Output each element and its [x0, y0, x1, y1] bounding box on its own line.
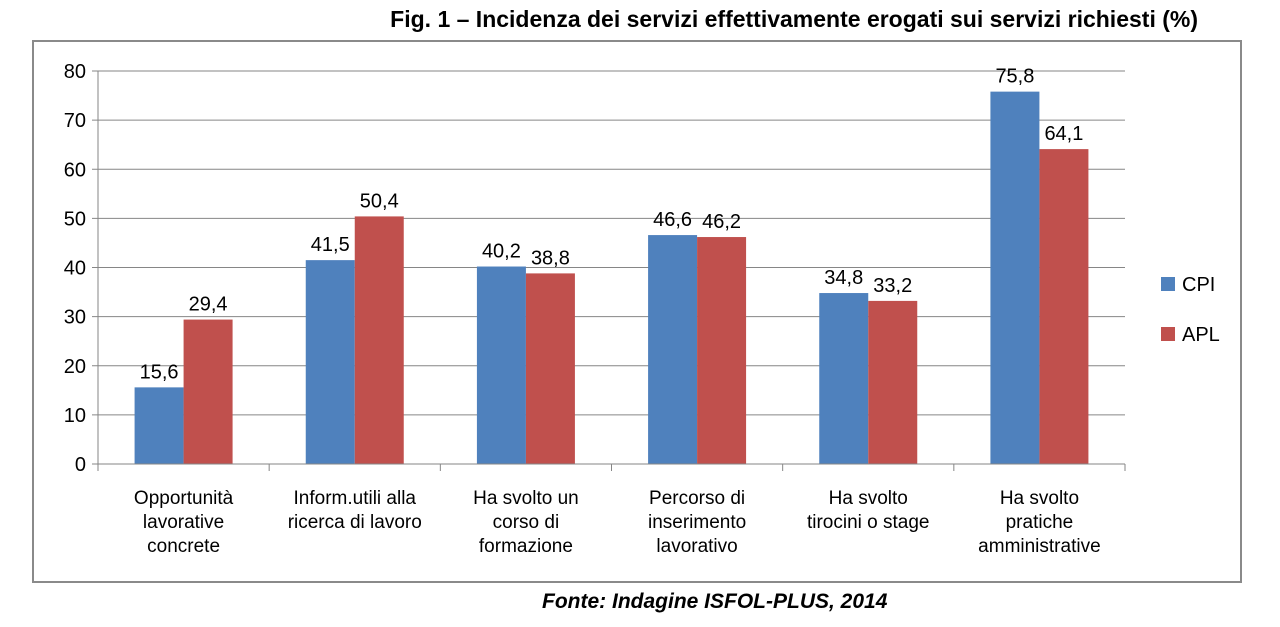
bar-apl — [1039, 149, 1089, 464]
bar-cpi — [648, 235, 698, 464]
x-category-label: Ha svolto un corso di formazione — [473, 488, 579, 557]
legend-swatch-apl — [1161, 327, 1175, 341]
data-label: 75,8 — [995, 66, 1034, 88]
bars — [134, 91, 1089, 464]
chart-source-note: Fonte: Indagine ISFOL-PLUS, 2014 — [542, 590, 888, 613]
data-label: 46,2 — [702, 211, 741, 233]
y-tick-label: 20 — [64, 356, 86, 378]
data-label: 33,2 — [873, 275, 912, 297]
bar-apl — [525, 273, 575, 464]
axes — [92, 70, 1126, 471]
bar-apl — [697, 237, 747, 464]
data-label: 40,2 — [482, 241, 521, 263]
x-category-label: Opportunità lavorative concrete — [134, 488, 234, 557]
x-category-label-line: amministrative — [978, 536, 1100, 557]
data-label: 41,5 — [311, 234, 350, 256]
x-category-label-line: formazione — [479, 536, 573, 557]
bar-chart: 0 10 20 30 40 50 60 70 80 Opportunità lavorative c… — [64, 61, 1220, 557]
x-category-label-line: Inform.utili alla — [294, 488, 417, 509]
chart-title: Fig. 1 – Incidenza dei servizi effettiva… — [390, 6, 1198, 32]
data-label: 38,8 — [531, 247, 570, 269]
y-tick-label: 0 — [75, 454, 86, 476]
data-label: 46,6 — [653, 209, 692, 231]
bar-cpi — [305, 260, 355, 464]
bar-cpi — [476, 266, 526, 464]
x-category-label-line: Ha svolto — [829, 488, 908, 509]
x-category-label-line: Opportunità — [134, 488, 234, 509]
y-tick-label: 30 — [64, 307, 86, 329]
x-category-label: Ha svolto tirocini o stage — [807, 488, 930, 533]
y-tick-label: 70 — [64, 110, 86, 132]
x-category-label-line: Ha svolto un — [473, 488, 579, 509]
x-category-label-line: tirocini o stage — [807, 512, 930, 533]
x-category-label-line: ricerca di lavoro — [288, 512, 422, 533]
y-tick-label: 50 — [64, 208, 86, 230]
y-tick-label: 80 — [64, 61, 86, 83]
y-tick-label: 40 — [64, 258, 86, 280]
x-category-label-line: Ha svolto — [1000, 488, 1079, 509]
x-category-label: Ha svolto pratiche amministrative — [978, 488, 1100, 557]
x-category-label: Percorso di inserimento lavorativo — [648, 488, 746, 557]
x-category-label-line: corso di — [493, 512, 560, 533]
legend-label: APL — [1182, 324, 1220, 346]
bar-apl — [354, 216, 404, 464]
y-axis-tick-labels: 0 10 20 30 40 50 60 70 80 — [64, 61, 86, 476]
x-category-label-line: inserimento — [648, 512, 746, 533]
x-category-label-line: Percorso di — [649, 488, 745, 509]
x-category-label: Inform.utili alla ricerca di lavoro — [288, 488, 422, 533]
data-labels: 15,6 29,4 41,5 50,4 40,2 38,8 46,6 46,2 34,8 33,2… — [140, 66, 1084, 384]
x-category-label-line: concrete — [147, 536, 220, 557]
bar-apl — [183, 319, 233, 464]
bar-apl — [868, 300, 918, 464]
data-label: 29,4 — [189, 294, 228, 316]
data-label: 64,1 — [1044, 123, 1083, 145]
legend-swatch-cpi — [1161, 277, 1175, 291]
data-label: 34,8 — [824, 267, 863, 289]
y-tick-label: 60 — [64, 159, 86, 181]
x-category-label-line: lavorativo — [656, 536, 737, 557]
chart-frame: 0 10 20 30 40 50 60 70 80 Opportunità lavorative c… — [32, 40, 1242, 583]
bar-cpi — [990, 91, 1040, 464]
y-tick-label: 10 — [64, 405, 86, 427]
x-axis-category-labels: Opportunità lavorative concrete Inform.util… — [134, 488, 1101, 557]
x-category-label-line: pratiche — [1006, 512, 1074, 533]
data-label: 15,6 — [140, 361, 179, 383]
legend-label: CPI — [1182, 274, 1215, 296]
data-label: 50,4 — [360, 190, 399, 212]
x-category-label-line: lavorative — [143, 512, 224, 533]
legend: CPI APL — [1161, 274, 1220, 346]
gridlines — [98, 70, 1125, 416]
bar-cpi — [134, 387, 184, 464]
bar-cpi — [819, 293, 869, 464]
